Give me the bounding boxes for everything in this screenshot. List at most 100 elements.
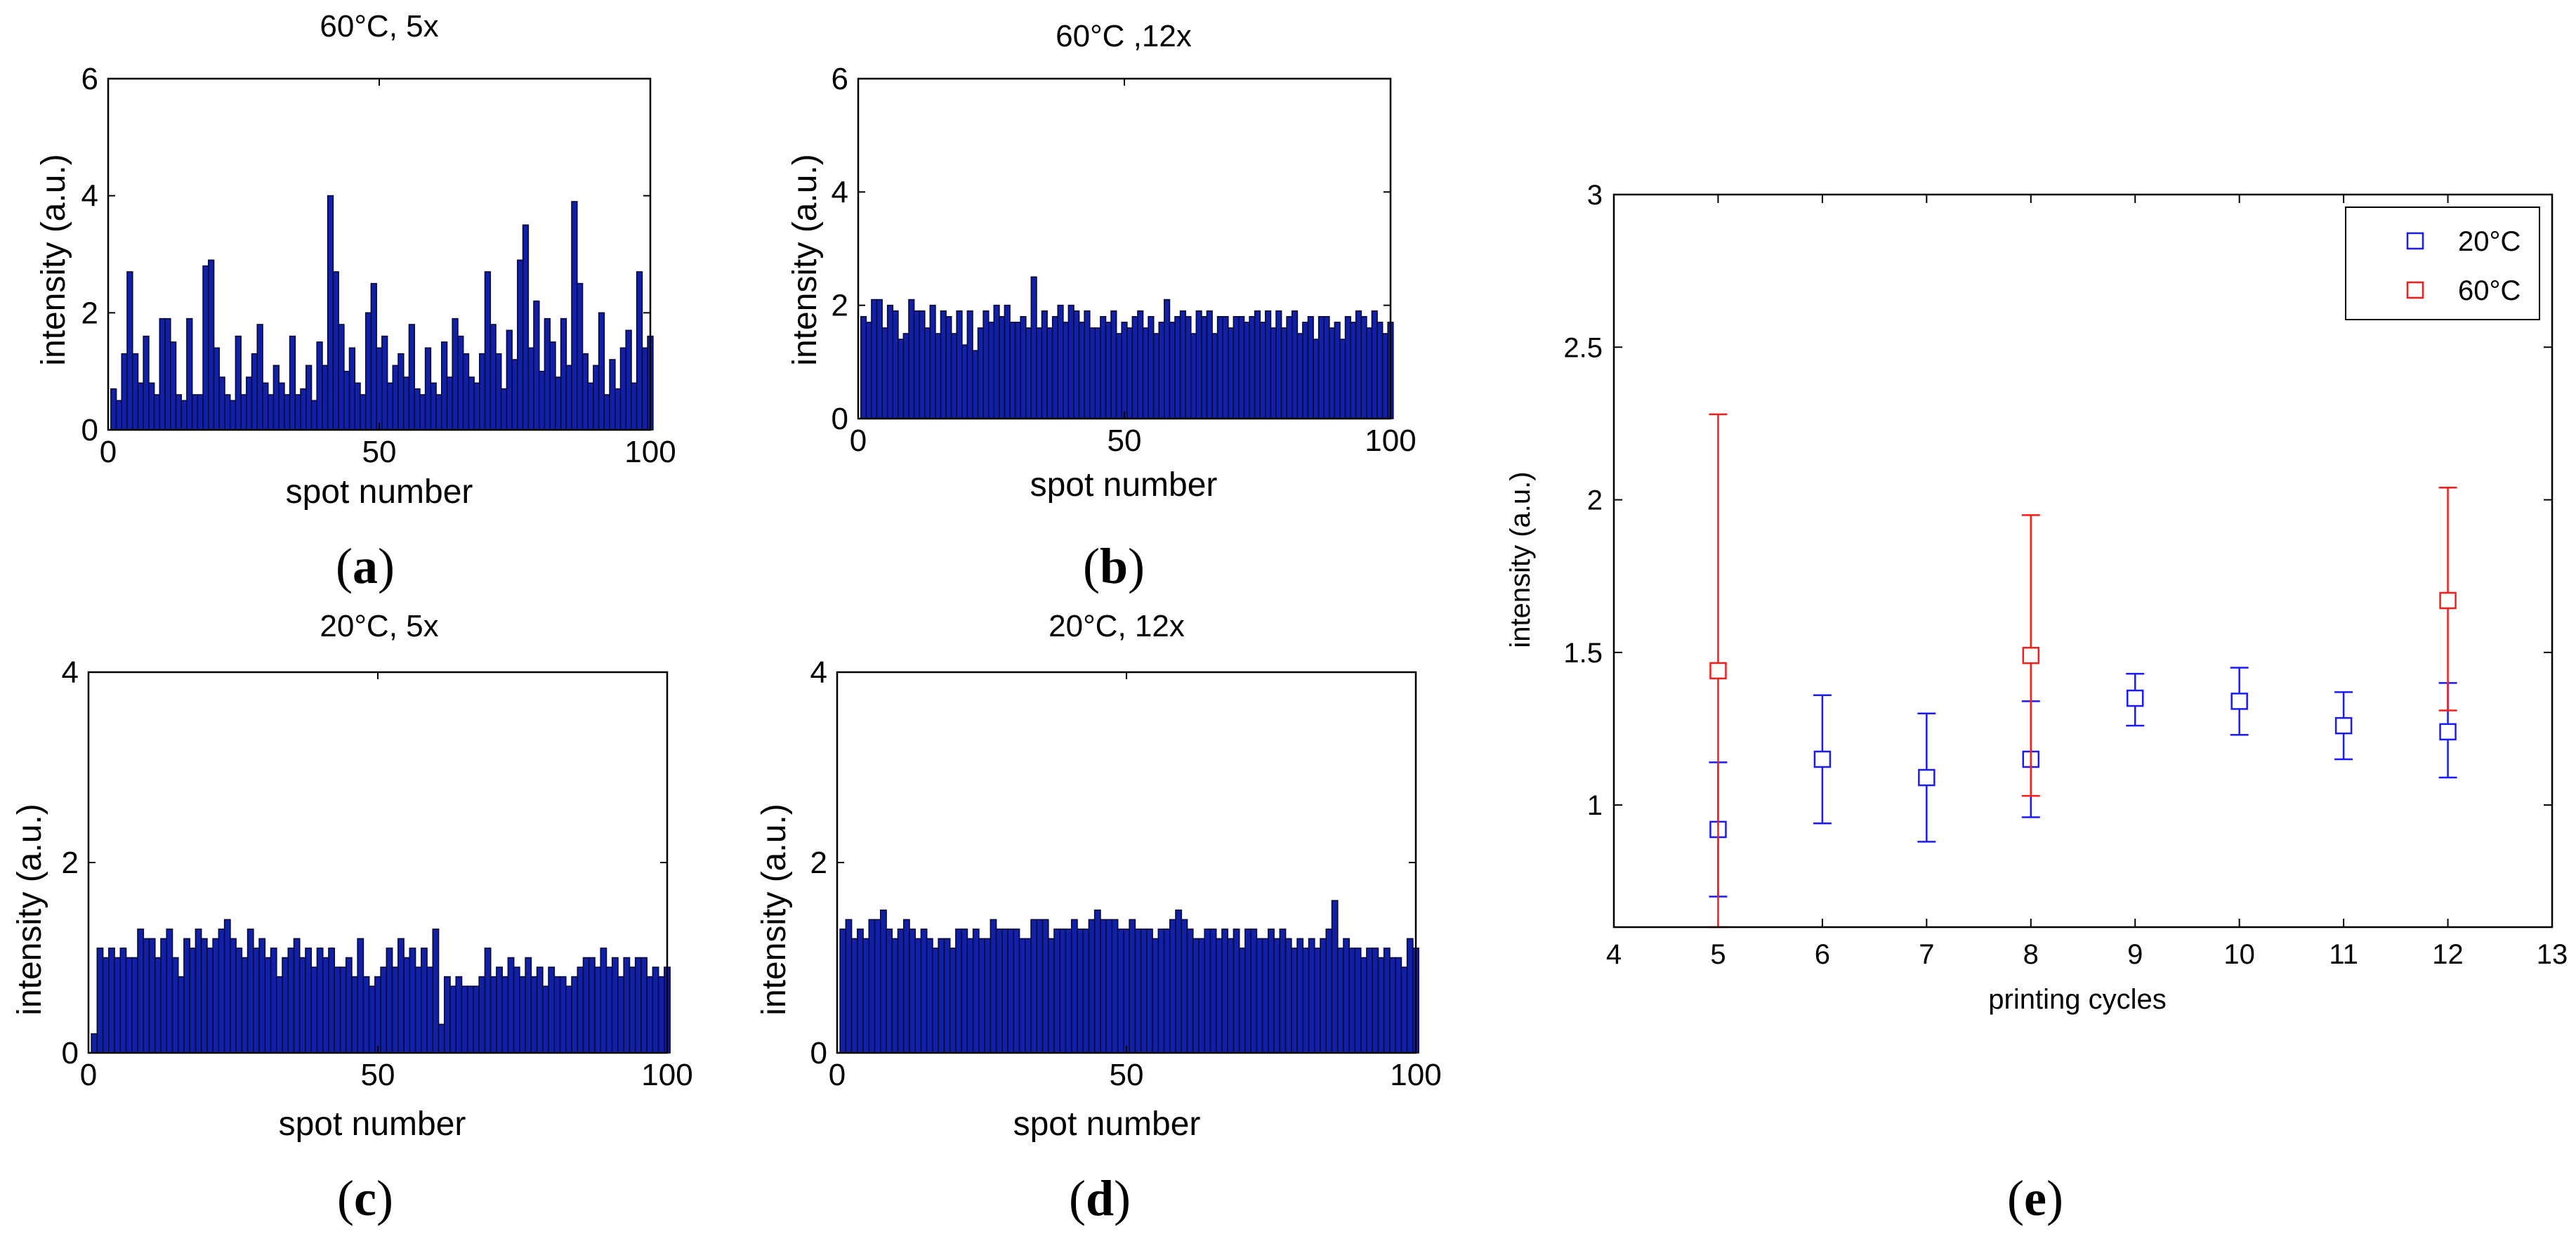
bar (449, 985, 457, 1054)
bar (1383, 948, 1391, 1054)
bar (972, 929, 980, 1054)
bar (1360, 315, 1367, 419)
bar (594, 966, 602, 1054)
bar (218, 376, 225, 431)
bar (334, 966, 341, 1054)
data-point (1709, 662, 1727, 680)
bar (902, 333, 909, 419)
bar (1372, 948, 1379, 1054)
bar (1121, 322, 1128, 419)
bar (489, 324, 497, 431)
bar (121, 353, 128, 431)
bar (354, 382, 361, 431)
bar (310, 400, 318, 431)
bar (125, 957, 133, 1054)
x-axis-label: printing cycles (1988, 984, 2166, 1015)
bar (391, 966, 399, 1054)
bar (1186, 929, 1194, 1054)
bar (500, 388, 508, 431)
bar (246, 376, 253, 431)
bar (924, 327, 931, 419)
bar (1302, 322, 1309, 419)
bar (440, 341, 448, 431)
y-tick-label: 2 (81, 296, 98, 330)
bar-series (91, 919, 671, 1054)
bar (1355, 310, 1362, 419)
bar (110, 388, 117, 431)
bar (507, 957, 515, 1054)
bar (368, 985, 376, 1054)
bar (1317, 315, 1325, 419)
bar (565, 985, 572, 1054)
bar (582, 957, 590, 1054)
y-tick-label: 4 (832, 175, 848, 209)
legend-box (2345, 206, 2540, 320)
bar (1273, 938, 1281, 1054)
bar (862, 938, 870, 1054)
bar (549, 341, 556, 431)
x-tick-label: 5 (1710, 939, 1726, 970)
bar (511, 359, 518, 431)
bar (1227, 938, 1235, 1054)
bar (275, 976, 283, 1054)
bar (1314, 948, 1321, 1054)
bar (1063, 322, 1070, 419)
bar (617, 976, 625, 1054)
x-tick-label: 100 (1390, 1058, 1441, 1092)
bar (1211, 333, 1218, 419)
bar (293, 938, 301, 1054)
y-tick-label: 2 (1587, 485, 1603, 516)
bar (999, 315, 1006, 419)
data-point (2439, 723, 2457, 741)
bar (943, 938, 951, 1054)
bar (1371, 310, 1378, 419)
bar (386, 948, 393, 1054)
bar (1158, 322, 1165, 419)
bar (1238, 315, 1245, 419)
bar (1169, 322, 1176, 419)
bar (386, 382, 394, 431)
bar (1025, 938, 1032, 1054)
bar (484, 948, 492, 1054)
bar (984, 938, 992, 1054)
bar (200, 938, 208, 1054)
bar (1067, 304, 1075, 419)
bar (1325, 929, 1333, 1054)
y-axis-label: intensity (a.u.) (756, 804, 793, 1015)
bar (950, 333, 958, 419)
bar (91, 1033, 98, 1054)
bar (560, 317, 567, 431)
x-axis-label: spot number (286, 473, 473, 511)
bar (1360, 957, 1367, 1054)
bar-series (860, 276, 1394, 419)
bar (990, 919, 997, 1054)
bar (1381, 333, 1389, 419)
bar (598, 312, 605, 431)
bar-chart-a: 60°C, 5x intensity (a.u.) spot number (a… (35, 9, 676, 594)
bar (402, 376, 410, 431)
bar (175, 394, 183, 431)
bar (258, 938, 266, 1054)
bar (1389, 957, 1396, 1054)
bar (1275, 310, 1282, 419)
data-point (1813, 750, 1832, 768)
bar (212, 938, 220, 1054)
bar (148, 382, 155, 431)
bar (264, 957, 272, 1054)
bar (478, 976, 486, 1054)
bar (839, 929, 847, 1054)
bar (332, 271, 339, 431)
scatter-chart-e: intensity (a.u.) printing cycles (e) 4 5 6… (1505, 180, 2568, 1226)
bar (345, 957, 353, 1054)
bar (611, 957, 619, 1054)
bar-series (839, 900, 1419, 1054)
bar (348, 347, 356, 431)
bar (527, 347, 534, 431)
bar (588, 957, 596, 1054)
bar (343, 370, 350, 431)
bar (538, 370, 546, 431)
bar (160, 938, 168, 1054)
x-tick-label: 50 (1110, 1058, 1144, 1092)
bar (96, 948, 104, 1054)
y-tick-label: 4 (810, 655, 827, 690)
